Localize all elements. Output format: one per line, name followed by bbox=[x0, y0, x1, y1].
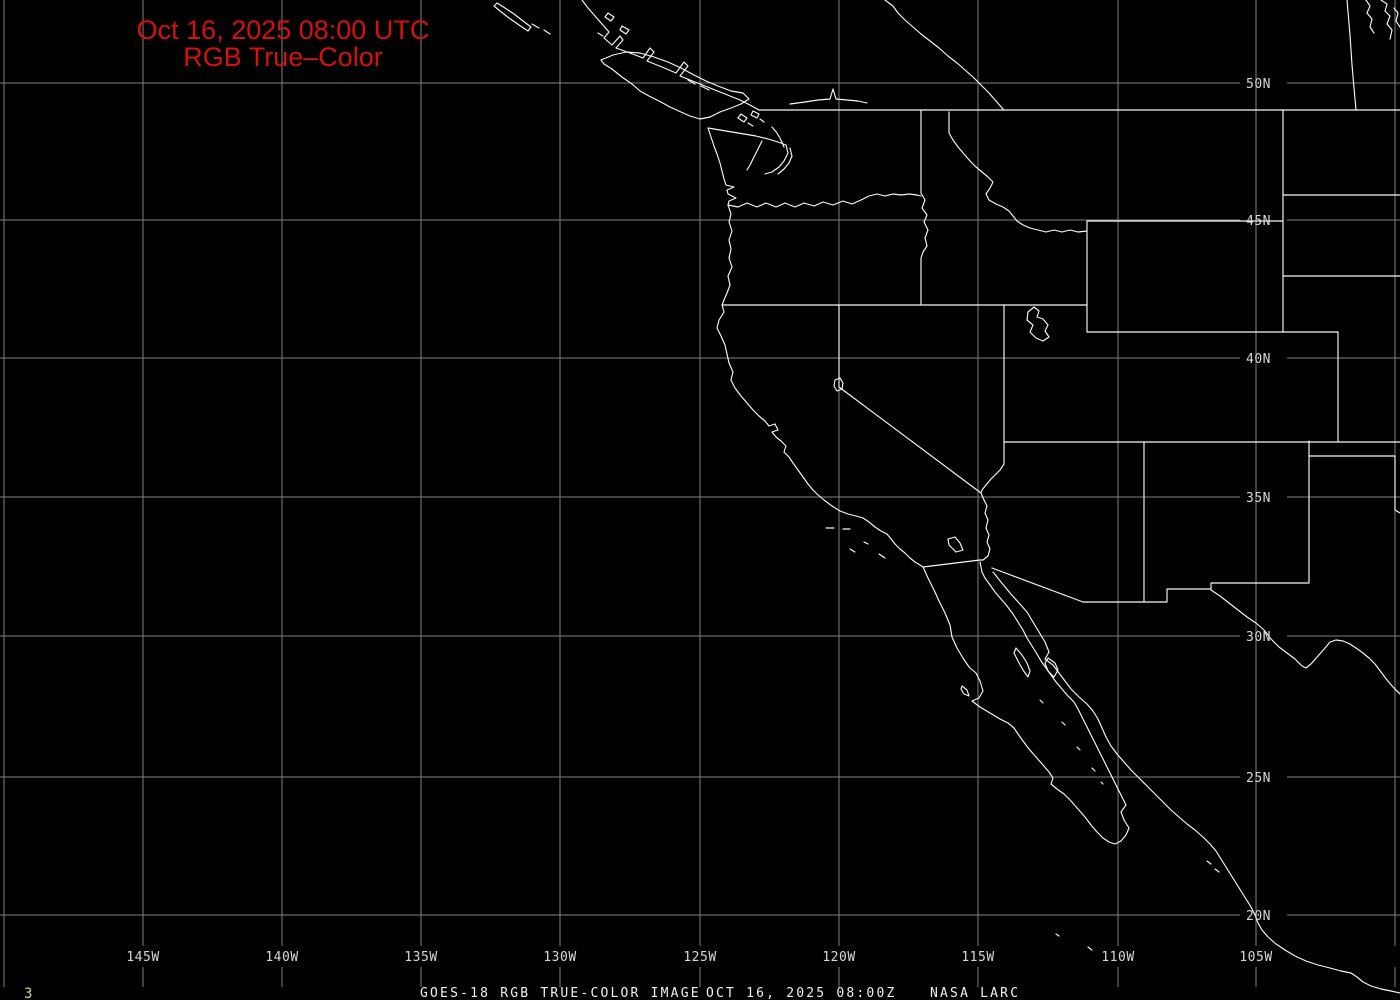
lon-label-115w: 115W bbox=[961, 950, 994, 965]
lat-label-40n: 40N bbox=[1246, 352, 1271, 367]
baja-pacific-coast bbox=[922, 566, 1122, 845]
lon-label-140w: 140W bbox=[265, 950, 298, 965]
mexico-mainland-coast bbox=[992, 571, 1400, 994]
lon-label-105w: 105W bbox=[1239, 950, 1272, 965]
pacific-coast bbox=[707, 127, 924, 568]
offshore-islands-south bbox=[1055, 860, 1220, 951]
lon-label-130w: 130W bbox=[543, 950, 576, 965]
gulf-small-islands bbox=[1039, 699, 1104, 785]
footer-caption: 3 GOES-18 RGB TRUE-COLOR IMAGE OCT 16, 2… bbox=[24, 986, 1020, 1000]
lon-label-125w: 125W bbox=[683, 950, 716, 965]
bc-island-chain bbox=[493, 2, 551, 35]
timestamp-line2: RGB True–Color bbox=[183, 42, 383, 72]
caption-credit: NASA LARC bbox=[930, 986, 1020, 1000]
lat-label-30n: 30N bbox=[1246, 630, 1271, 645]
lon-label-145w: 145W bbox=[126, 950, 159, 965]
colorado-river bbox=[979, 442, 1005, 561]
idaho-montana-divide bbox=[948, 111, 1088, 233]
caption-product: GOES-18 RGB TRUE-COLOR IMAGE bbox=[420, 986, 701, 1000]
border-ok-tx bbox=[1308, 455, 1400, 514]
lat-label-45n: 45N bbox=[1246, 214, 1271, 229]
lat-label-20n: 20N bbox=[1246, 909, 1271, 924]
isla-angel-de-la-guarda bbox=[1013, 647, 1031, 678]
isla-cedros bbox=[960, 685, 970, 697]
isla-tiburon bbox=[1044, 657, 1059, 678]
lat-label-50n: 50N bbox=[1246, 77, 1271, 92]
lon-label-135w: 135W bbox=[404, 950, 437, 965]
graticule-labels: 50N 45N 40N 35N 30N 25N 20N 145W 140W 13… bbox=[126, 77, 1272, 965]
columbia-river-border bbox=[727, 193, 922, 208]
lat-label-35n: 35N bbox=[1246, 491, 1271, 506]
timestamp-line1: Oct 16, 2025 08:00 UTC bbox=[137, 15, 430, 45]
lake-tahoe bbox=[833, 377, 844, 392]
us-mexico-border bbox=[922, 559, 1310, 603]
frame-marker: 3 bbox=[24, 986, 32, 1000]
caption-time: OCT 16, 2025 08:00Z bbox=[706, 986, 897, 1000]
rio-grande bbox=[1210, 589, 1400, 695]
sk-mb-border bbox=[1346, 0, 1357, 111]
lon-label-120w: 120W bbox=[822, 950, 855, 965]
vancouver-island bbox=[600, 51, 750, 120]
border-ca-nv bbox=[838, 304, 982, 494]
bc-mainland-coast bbox=[581, 0, 760, 111]
lon-label-110w: 110W bbox=[1101, 950, 1134, 965]
ab-bc-divide bbox=[884, 0, 1004, 110]
bc-small-islands bbox=[597, 12, 710, 91]
map-outlines bbox=[493, 0, 1400, 994]
puget-sound-coast bbox=[707, 126, 793, 175]
idaho-west-border bbox=[920, 109, 929, 305]
baja-gulf-coast bbox=[979, 561, 1130, 842]
fraser-river bbox=[789, 88, 868, 105]
gulf-san-juan-islands bbox=[737, 110, 765, 127]
salton-sea bbox=[947, 536, 964, 553]
timestamp-overlay: Oct 16, 2025 08:00 UTC RGB True–Color bbox=[137, 15, 430, 72]
lat-label-25n: 25N bbox=[1246, 771, 1271, 786]
manitoba-lakes bbox=[1365, 0, 1400, 40]
great-salt-lake bbox=[1026, 306, 1050, 342]
channel-islands bbox=[825, 527, 886, 559]
